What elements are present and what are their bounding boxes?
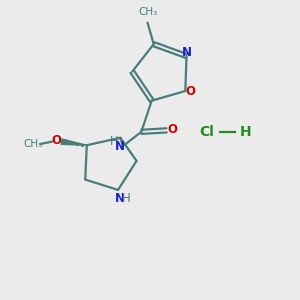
Text: N: N	[182, 46, 192, 59]
Text: H: H	[110, 135, 119, 148]
Polygon shape	[61, 139, 87, 145]
Text: O: O	[51, 134, 61, 147]
Text: N: N	[115, 140, 125, 153]
Text: H: H	[240, 125, 251, 139]
Text: Cl: Cl	[199, 125, 214, 139]
Text: N: N	[115, 192, 124, 205]
Text: O: O	[185, 85, 195, 98]
Text: CH₃: CH₃	[23, 139, 42, 149]
Text: CH₃: CH₃	[138, 8, 157, 17]
Text: O: O	[167, 123, 178, 136]
Text: H: H	[122, 192, 131, 205]
